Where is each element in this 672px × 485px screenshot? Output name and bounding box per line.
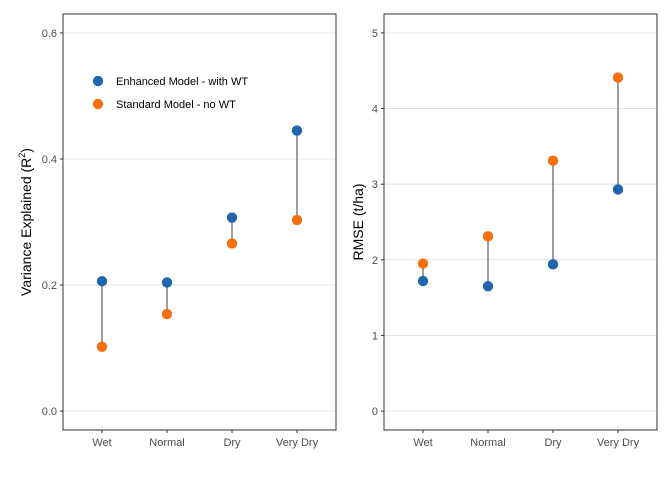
point-enhanced (291, 125, 303, 136)
point-enhanced (612, 184, 624, 195)
y-tick-label: 5 (372, 28, 378, 40)
legend-label: Enhanced Model - with WT (116, 76, 248, 88)
point-enhanced (547, 259, 559, 270)
y-axis-label: RMSE (t/ha) (350, 183, 366, 260)
y-tick-label: 4 (372, 104, 378, 116)
y-tick-label: 0.4 (42, 154, 57, 166)
legend-key (92, 75, 104, 87)
panel-1: 0.0 0.2 0.4 0.6 Wet Normal Dry Very Dry Variance… (17, 13, 337, 449)
point-standard (417, 258, 429, 269)
x-tick-label: Very Dry (597, 437, 640, 449)
point-standard (291, 214, 303, 226)
x-tick-label: Wet (413, 437, 432, 449)
point-standard (226, 238, 238, 249)
point-standard (482, 231, 494, 242)
y-tick-label: 0.2 (42, 280, 57, 292)
point-standard (96, 341, 108, 352)
y-axis-label: Variance Explained (R2) (17, 148, 34, 296)
point-standard (612, 72, 624, 83)
panel-2: 0 1 2 3 4 5 Wet Normal Dry Very Dry RMSE (t/ha) (350, 13, 658, 449)
panel-border (383, 13, 658, 431)
x-tick-label: Dry (544, 437, 562, 449)
point-enhanced (417, 275, 429, 287)
point-standard (161, 308, 173, 320)
x-tick-label: Very Dry (276, 437, 319, 449)
x-tick-label: Normal (149, 437, 184, 449)
x-tick-label: Wet (92, 437, 111, 449)
x-tick-label: Normal (470, 437, 505, 449)
y-tick-label: 0.0 (42, 406, 57, 418)
legend-key (92, 98, 104, 110)
y-tick-label: 3 (372, 179, 378, 191)
panel-border (62, 13, 337, 431)
legend-label: Standard Model - no WT (116, 99, 236, 111)
y-tick-label: 2 (372, 255, 378, 267)
point-enhanced (161, 277, 173, 288)
legend: Enhanced Model - with WT Standard Model -… (92, 75, 248, 111)
point-standard (547, 155, 559, 166)
x-tick-label: Dry (223, 437, 241, 449)
point-enhanced (96, 276, 108, 287)
point-enhanced (482, 281, 494, 292)
y-tick-label: 0.6 (42, 28, 57, 40)
y-tick-label: 0 (372, 406, 378, 418)
point-enhanced (226, 212, 238, 223)
y-tick-label: 1 (372, 330, 378, 342)
